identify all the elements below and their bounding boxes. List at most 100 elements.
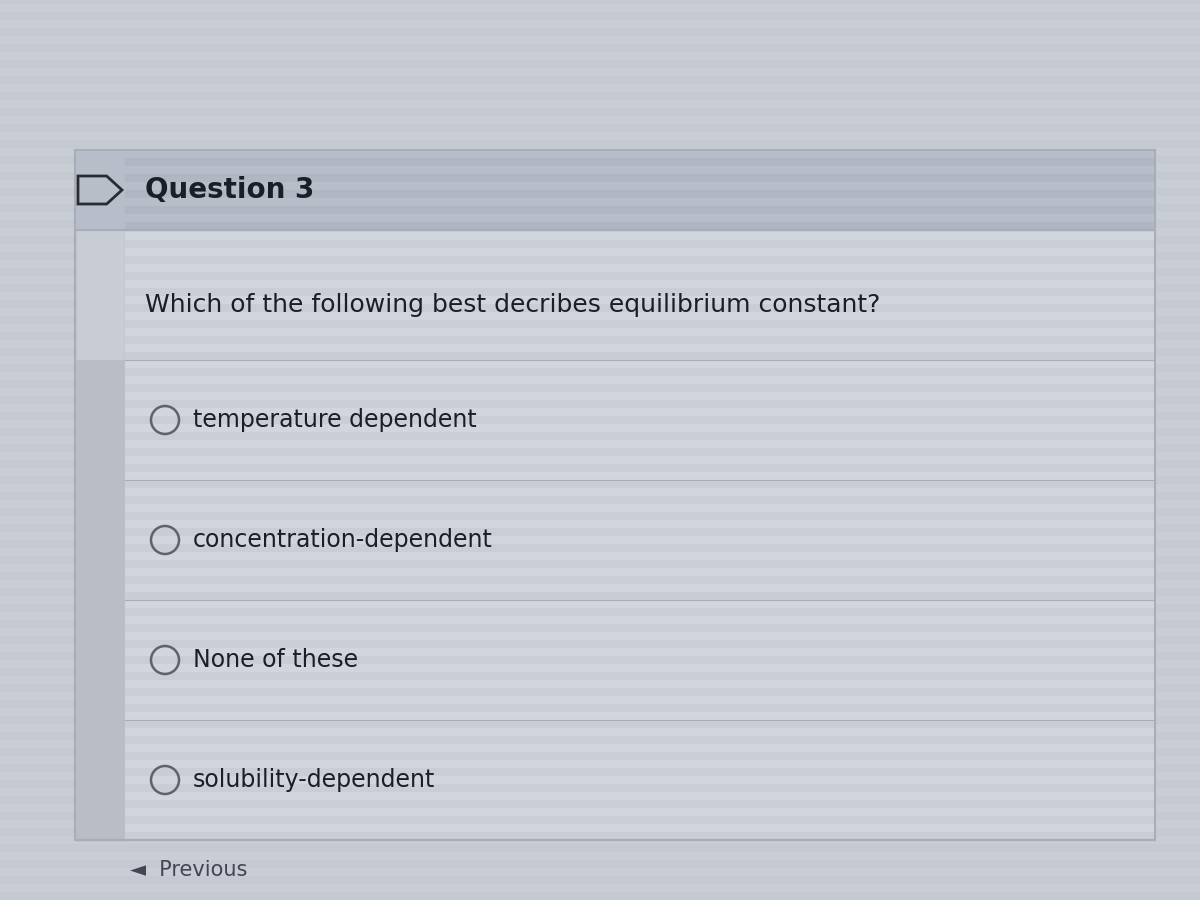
Bar: [0, 12, 1200, 20]
Bar: [0, 764, 1200, 772]
Bar: [125, 240, 1154, 248]
Bar: [0, 124, 1200, 132]
Bar: [0, 892, 1200, 900]
Bar: [0, 828, 1200, 836]
Bar: [125, 592, 1154, 600]
Bar: [0, 876, 1200, 884]
Bar: [0, 684, 1200, 692]
Bar: [0, 364, 1200, 372]
Bar: [0, 316, 1200, 324]
Bar: [0, 172, 1200, 180]
Bar: [0, 188, 1200, 196]
Bar: [0, 348, 1200, 356]
Bar: [0, 380, 1200, 388]
Bar: [125, 190, 1154, 198]
Bar: [125, 608, 1154, 616]
Bar: [125, 720, 1154, 728]
Bar: [74, 480, 125, 600]
Bar: [74, 150, 1154, 230]
Bar: [0, 524, 1200, 532]
Bar: [125, 832, 1154, 840]
Bar: [125, 400, 1154, 408]
Text: ◄  Previous: ◄ Previous: [130, 860, 247, 880]
Bar: [0, 476, 1200, 484]
Bar: [0, 92, 1200, 100]
Bar: [125, 496, 1154, 504]
Bar: [0, 140, 1200, 148]
Bar: [125, 672, 1154, 680]
Bar: [0, 588, 1200, 596]
Bar: [74, 600, 125, 720]
Bar: [0, 268, 1200, 276]
Bar: [125, 688, 1154, 696]
Bar: [125, 624, 1154, 632]
Bar: [74, 360, 125, 480]
Text: solubility-dependent: solubility-dependent: [193, 768, 436, 792]
Bar: [0, 652, 1200, 660]
Bar: [0, 236, 1200, 244]
Bar: [125, 544, 1154, 552]
Bar: [0, 220, 1200, 228]
Bar: [74, 150, 125, 840]
Bar: [0, 860, 1200, 868]
Bar: [0, 396, 1200, 404]
Bar: [0, 892, 1200, 900]
Bar: [0, 700, 1200, 708]
Bar: [0, 492, 1200, 500]
Bar: [125, 560, 1154, 568]
Bar: [125, 784, 1154, 792]
Bar: [0, 636, 1200, 644]
Bar: [0, 332, 1200, 340]
Bar: [125, 816, 1154, 824]
Bar: [0, 460, 1200, 468]
Bar: [125, 304, 1154, 312]
Bar: [125, 752, 1154, 760]
Bar: [0, 300, 1200, 308]
Bar: [125, 576, 1154, 584]
Bar: [0, 444, 1200, 452]
Bar: [125, 432, 1154, 440]
Text: Which of the following best decribes equilibrium constant?: Which of the following best decribes equ…: [145, 293, 881, 317]
Bar: [0, 812, 1200, 820]
Bar: [0, 508, 1200, 516]
Bar: [0, 0, 1200, 4]
Bar: [125, 368, 1154, 376]
Bar: [125, 448, 1154, 456]
Bar: [0, 156, 1200, 164]
Bar: [0, 860, 1200, 868]
Bar: [0, 716, 1200, 724]
Bar: [0, 412, 1200, 420]
Bar: [125, 288, 1154, 296]
Bar: [0, 28, 1200, 36]
Bar: [125, 384, 1154, 392]
Bar: [125, 800, 1154, 808]
Bar: [0, 76, 1200, 84]
Bar: [0, 540, 1200, 548]
Bar: [0, 844, 1200, 852]
Bar: [125, 224, 1154, 232]
Bar: [125, 336, 1154, 344]
Text: temperature dependent: temperature dependent: [193, 408, 476, 432]
Bar: [125, 150, 1154, 840]
Bar: [125, 464, 1154, 472]
Bar: [0, 748, 1200, 756]
Bar: [0, 108, 1200, 116]
Bar: [0, 572, 1200, 580]
Bar: [0, 668, 1200, 676]
Bar: [0, 604, 1200, 612]
Bar: [125, 656, 1154, 664]
Bar: [0, 204, 1200, 212]
Bar: [0, 60, 1200, 68]
Bar: [125, 512, 1154, 520]
Bar: [125, 158, 1154, 166]
Bar: [125, 352, 1154, 360]
Bar: [125, 174, 1154, 182]
Bar: [0, 780, 1200, 788]
Bar: [125, 222, 1154, 230]
Bar: [125, 640, 1154, 648]
Bar: [0, 252, 1200, 260]
Bar: [0, 556, 1200, 564]
Bar: [125, 206, 1154, 214]
Bar: [0, 284, 1200, 292]
Bar: [125, 736, 1154, 744]
